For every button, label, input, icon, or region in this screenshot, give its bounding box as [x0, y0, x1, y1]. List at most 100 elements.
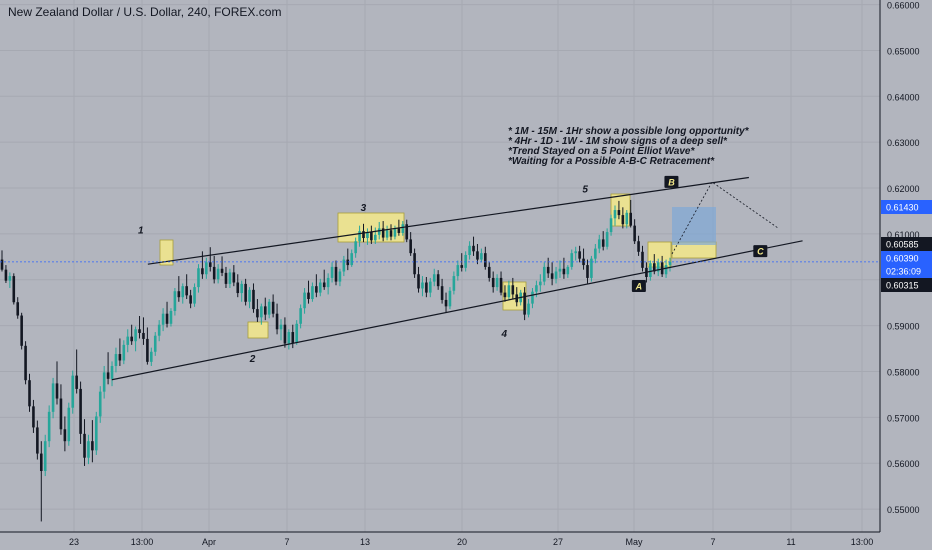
candle-body[interactable]: [594, 248, 597, 259]
candle-body[interactable]: [181, 286, 185, 298]
candle-body[interactable]: [318, 282, 322, 293]
candle-body[interactable]: [558, 268, 562, 272]
candle-body[interactable]: [621, 215, 625, 225]
candle-body[interactable]: [95, 416, 98, 451]
candle-body[interactable]: [322, 282, 326, 288]
candle-body[interactable]: [432, 274, 436, 282]
candle-body[interactable]: [617, 210, 621, 216]
channel-trendline[interactable]: [147, 176, 749, 265]
candle-body[interactable]: [448, 290, 452, 307]
candle-body[interactable]: [260, 306, 263, 318]
candle-body[interactable]: [326, 277, 330, 288]
candle-body[interactable]: [87, 441, 90, 458]
candle-body[interactable]: [373, 234, 377, 241]
candle-body[interactable]: [637, 241, 640, 252]
candle-body[interactable]: [287, 332, 291, 344]
candle-body[interactable]: [220, 268, 224, 273]
candle-body[interactable]: [385, 230, 389, 238]
candle-body[interactable]: [232, 272, 236, 283]
candle-body[interactable]: [664, 265, 668, 275]
candle-body[interactable]: [75, 375, 78, 389]
candle-body[interactable]: [150, 351, 153, 362]
candle-body[interactable]: [79, 388, 82, 434]
candle-body[interactable]: [16, 302, 20, 316]
trendlines-layer[interactable]: [0, 176, 880, 381]
candle-body[interactable]: [71, 375, 75, 408]
candle-body[interactable]: [354, 241, 357, 254]
candle-body[interactable]: [106, 372, 110, 379]
candle-body[interactable]: [495, 277, 499, 288]
candle-body[interactable]: [118, 354, 122, 361]
candle-body[interactable]: [146, 338, 149, 362]
candle-body[interactable]: [161, 313, 165, 325]
candle-body[interactable]: [456, 265, 460, 277]
candle-body[interactable]: [185, 286, 188, 296]
candle-body[interactable]: [291, 332, 295, 344]
candle-body[interactable]: [177, 291, 181, 298]
candle-body[interactable]: [189, 295, 192, 304]
candle-body[interactable]: [98, 391, 102, 417]
candle-body[interactable]: [491, 277, 495, 288]
candle-body[interactable]: [460, 265, 464, 268]
candle-body[interactable]: [601, 239, 605, 247]
candle-body[interactable]: [566, 266, 570, 275]
candle-body[interactable]: [134, 329, 137, 342]
candle-body[interactable]: [590, 258, 593, 278]
candle-body[interactable]: [315, 286, 318, 293]
candle-body[interactable]: [165, 313, 169, 324]
candle-body[interactable]: [338, 271, 342, 282]
candle-body[interactable]: [507, 285, 511, 298]
candle-body[interactable]: [279, 324, 283, 330]
candle-body[interactable]: [429, 281, 432, 293]
candle-body[interactable]: [539, 281, 542, 286]
candle-body[interactable]: [126, 336, 130, 345]
candle-body[interactable]: [641, 251, 644, 268]
candle-body[interactable]: [605, 232, 609, 247]
candles-layer[interactable]: [0, 199, 672, 522]
candle-body[interactable]: [377, 228, 381, 235]
candle-body[interactable]: [114, 354, 118, 366]
candle-body[interactable]: [511, 285, 515, 295]
candle-body[interactable]: [303, 292, 306, 309]
candle-body[interactable]: [452, 276, 456, 291]
candle-body[interactable]: [476, 251, 479, 260]
candle-body[interactable]: [43, 441, 47, 472]
candle-body[interactable]: [417, 274, 420, 289]
candle-body[interactable]: [440, 286, 444, 300]
candle-body[interactable]: [401, 224, 405, 233]
candle-body[interactable]: [578, 251, 581, 259]
candle-body[interactable]: [405, 224, 409, 240]
candle-body[interactable]: [668, 261, 672, 266]
candle-body[interactable]: [63, 429, 67, 442]
candle-body[interactable]: [582, 258, 585, 266]
candle-body[interactable]: [228, 272, 232, 284]
candle-body[interactable]: [554, 271, 558, 279]
candle-body[interactable]: [468, 245, 471, 255]
candle-body[interactable]: [208, 262, 212, 267]
candle-body[interactable]: [283, 324, 287, 344]
candle-body[interactable]: [334, 266, 338, 282]
candle-body[interactable]: [0, 259, 4, 270]
candle-body[interactable]: [609, 218, 613, 233]
candle-body[interactable]: [535, 285, 538, 292]
candle-body[interactable]: [138, 329, 141, 333]
candle-body[interactable]: [142, 332, 145, 339]
candle-body[interactable]: [436, 274, 440, 287]
candle-body[interactable]: [83, 433, 86, 458]
candle-body[interactable]: [240, 283, 243, 294]
candle-body[interactable]: [487, 266, 491, 278]
candle-body[interactable]: [197, 268, 200, 288]
candle-body[interactable]: [350, 253, 354, 266]
candle-body[interactable]: [153, 335, 157, 352]
candle-body[interactable]: [275, 313, 279, 330]
channel-trendline[interactable]: [111, 240, 803, 381]
candle-body[interactable]: [484, 253, 487, 267]
candle-body[interactable]: [625, 212, 629, 225]
candle-body[interactable]: [32, 406, 35, 428]
candle-body[interactable]: [550, 273, 554, 279]
candle-body[interactable]: [413, 253, 416, 275]
candle-body[interactable]: [110, 365, 114, 379]
candle-body[interactable]: [358, 231, 361, 242]
candle-body[interactable]: [267, 301, 271, 315]
candle-body[interactable]: [47, 411, 51, 442]
